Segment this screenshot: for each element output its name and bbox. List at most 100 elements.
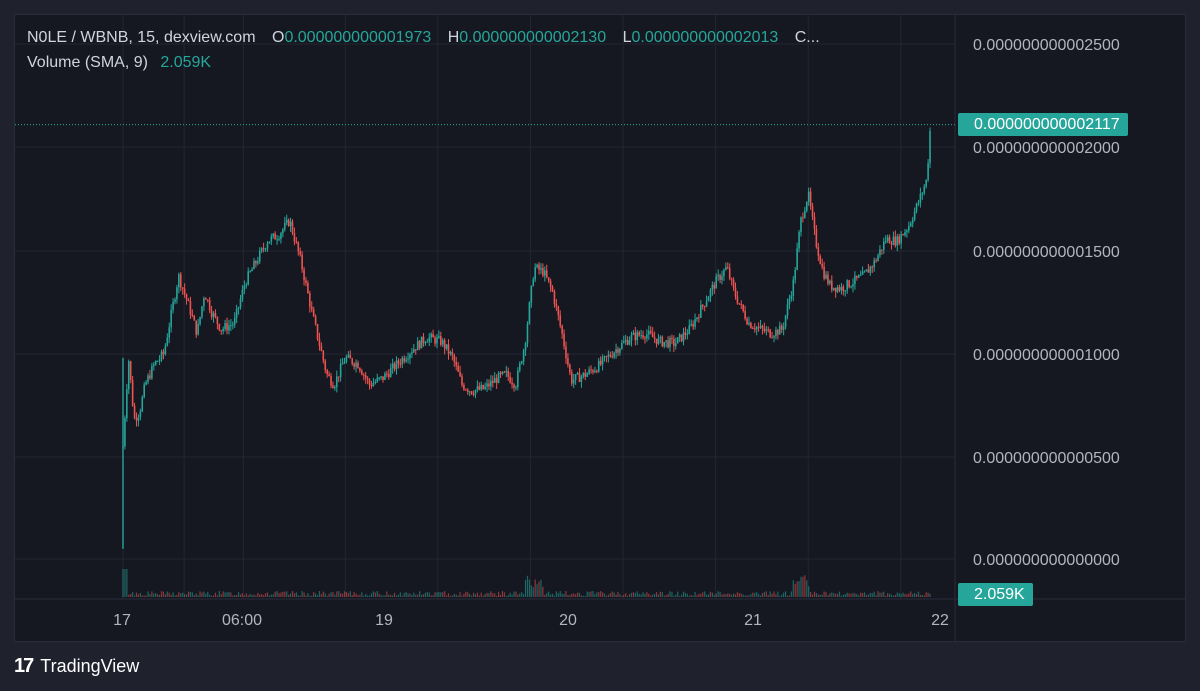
candle-body bbox=[301, 254, 303, 270]
candle-body bbox=[827, 274, 829, 284]
volume-bar bbox=[182, 592, 184, 597]
volume-bar bbox=[257, 592, 259, 597]
volume-bar bbox=[199, 591, 201, 597]
volume-bar bbox=[603, 593, 606, 597]
candle-body bbox=[257, 261, 259, 264]
volume-bar bbox=[544, 594, 546, 597]
candle-body bbox=[563, 333, 565, 347]
volume-bar bbox=[388, 594, 390, 597]
candle-body bbox=[911, 219, 914, 224]
volume-bar bbox=[692, 595, 694, 597]
candle-body bbox=[434, 337, 436, 344]
volume-bar bbox=[652, 594, 654, 597]
volume-bar bbox=[328, 593, 330, 597]
volume-bar bbox=[521, 592, 523, 597]
candle-body bbox=[857, 275, 860, 278]
volume-bar bbox=[158, 594, 161, 597]
volume-bar bbox=[393, 592, 396, 597]
candle-body bbox=[126, 389, 128, 419]
volume-bar bbox=[474, 594, 477, 597]
volume-bar bbox=[157, 594, 159, 597]
candle-body bbox=[449, 351, 452, 354]
volume-bar bbox=[640, 594, 642, 597]
candle-body bbox=[540, 267, 542, 270]
candle-body bbox=[638, 332, 640, 336]
volume-bar bbox=[426, 592, 428, 597]
candle-body bbox=[894, 236, 897, 246]
volume-bar bbox=[638, 593, 640, 597]
volume-bar bbox=[634, 592, 636, 597]
volume-bar bbox=[711, 592, 713, 597]
candle-body bbox=[293, 233, 296, 242]
volume-bar bbox=[817, 594, 819, 597]
volume-bar bbox=[374, 592, 376, 597]
volume-bar bbox=[191, 592, 193, 597]
volume-bar bbox=[197, 595, 199, 597]
candle-body bbox=[648, 330, 650, 335]
volume-bar bbox=[424, 592, 426, 597]
tradingview-logo[interactable]: 17 TradingView bbox=[14, 655, 139, 677]
chart-canvas[interactable]: 0.000000000002500 0.000000000002000 0.0000… bbox=[15, 15, 1186, 642]
candle-body bbox=[370, 384, 373, 387]
volume-bar bbox=[155, 593, 157, 597]
volume-bar bbox=[469, 593, 471, 597]
candle-body bbox=[459, 371, 461, 377]
candle-body bbox=[830, 280, 833, 290]
volume-bar bbox=[862, 593, 864, 597]
x-tick-label: 21 bbox=[744, 612, 762, 629]
candle-body bbox=[690, 324, 692, 326]
volume-bar bbox=[226, 592, 228, 597]
candle-body bbox=[309, 293, 311, 307]
volume-bar bbox=[888, 593, 891, 597]
candle-body bbox=[572, 379, 575, 384]
candle-body bbox=[518, 363, 521, 371]
volume-bar bbox=[126, 569, 128, 597]
candle-body bbox=[852, 284, 854, 287]
candle-body bbox=[447, 344, 450, 354]
candle-body bbox=[426, 341, 429, 343]
candle-body bbox=[788, 299, 791, 305]
candle-body bbox=[804, 210, 806, 218]
candle-body bbox=[203, 298, 205, 307]
volume-bar bbox=[453, 593, 455, 597]
volume-bar bbox=[761, 592, 764, 597]
candle-body bbox=[636, 332, 639, 341]
candle-body bbox=[574, 374, 577, 380]
candle-body bbox=[628, 340, 631, 345]
candle-body bbox=[794, 269, 797, 280]
volume-bar bbox=[128, 594, 130, 597]
volume-bar bbox=[821, 594, 823, 597]
candle-body bbox=[909, 223, 912, 227]
volume-bar bbox=[357, 595, 359, 597]
candle-body bbox=[767, 329, 770, 331]
candle-body bbox=[220, 330, 223, 332]
volume-bar bbox=[270, 594, 272, 597]
volume-bar bbox=[515, 591, 517, 597]
candle-body bbox=[318, 338, 321, 346]
volume-bar bbox=[819, 594, 821, 597]
volume-bar bbox=[912, 594, 914, 597]
candle-body bbox=[599, 360, 602, 365]
candle-body bbox=[646, 334, 648, 339]
legend-open-label: O bbox=[271, 29, 285, 46]
candle-body bbox=[179, 274, 182, 288]
candle-body bbox=[409, 354, 411, 359]
volume-bar bbox=[671, 592, 673, 597]
volume-bar bbox=[492, 593, 494, 597]
volume-bar bbox=[463, 593, 465, 597]
volume-bar bbox=[280, 592, 282, 597]
volume-bar bbox=[877, 591, 879, 597]
volume-bar bbox=[438, 592, 440, 597]
candle-body bbox=[197, 324, 199, 335]
x-tick-label: 19 bbox=[375, 612, 393, 629]
volume-bar bbox=[434, 592, 436, 597]
candle-body bbox=[391, 363, 394, 369]
x-tick-label: 06:00 bbox=[222, 612, 262, 629]
volume-bar bbox=[334, 594, 336, 597]
volume-bar bbox=[569, 594, 571, 597]
candle-body bbox=[659, 336, 662, 338]
candle-body bbox=[224, 323, 226, 329]
candle-body bbox=[154, 361, 157, 365]
volume-bar bbox=[836, 593, 839, 597]
volume-bar bbox=[380, 595, 382, 597]
